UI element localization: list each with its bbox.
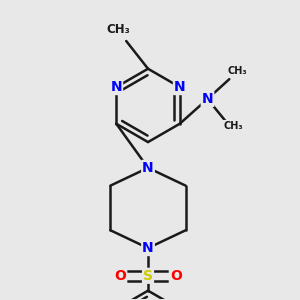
Text: CH₃: CH₃ — [227, 66, 247, 76]
Text: O: O — [114, 269, 126, 283]
Text: S: S — [143, 269, 153, 283]
Text: N: N — [110, 80, 122, 94]
Text: N: N — [174, 80, 186, 94]
Text: CH₃: CH₃ — [224, 121, 243, 131]
Text: N: N — [142, 241, 154, 255]
Text: N: N — [142, 161, 154, 175]
Text: O: O — [170, 269, 182, 283]
Text: N: N — [202, 92, 213, 106]
Text: CH₃: CH₃ — [106, 22, 130, 36]
